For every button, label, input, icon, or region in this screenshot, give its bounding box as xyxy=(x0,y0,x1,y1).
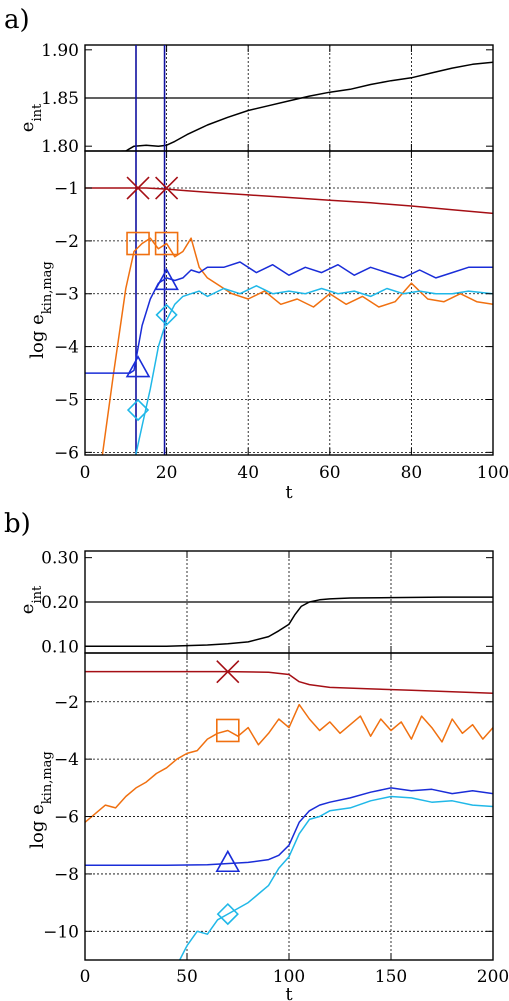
y-tick-label: −6 xyxy=(54,808,79,828)
y-tick-label: −8 xyxy=(54,865,79,885)
y-axis-label: eint xyxy=(17,103,45,132)
x-axis-label: t xyxy=(285,482,293,503)
y-tick-label: 1.85 xyxy=(41,89,79,109)
y-tick-label: −2 xyxy=(54,232,79,252)
series-group xyxy=(109,61,493,151)
y-tick-label: 0.30 xyxy=(41,549,79,569)
panel-label: a) xyxy=(4,5,30,35)
y-tick-label: 1.90 xyxy=(41,41,79,61)
y-axis-label-main: e xyxy=(17,122,38,133)
y-axis-label-main: log e xyxy=(27,804,48,849)
series-line xyxy=(134,285,493,455)
y-tick-label: 0.20 xyxy=(41,593,79,613)
y-axis-label: eint xyxy=(17,585,45,614)
series-line xyxy=(85,787,493,867)
series-line xyxy=(85,670,493,694)
square-marker xyxy=(126,231,150,256)
y-axis-label: log ekin,mag xyxy=(27,751,55,848)
series-group xyxy=(85,596,493,648)
series-line xyxy=(85,703,493,823)
y-axis-label: log ekin,mag xyxy=(27,261,55,358)
x-tick-label: 200 xyxy=(477,967,509,987)
y-tick-label: −2 xyxy=(54,693,79,713)
plot-frame xyxy=(84,150,494,456)
y-tick-label: −4 xyxy=(54,750,79,770)
diamond-marker xyxy=(126,398,150,422)
series-line xyxy=(109,61,493,151)
y-axis-label-sub: kin,mag xyxy=(40,751,55,804)
square-marker xyxy=(216,718,240,743)
y-axis-label-main: log e xyxy=(27,314,48,359)
square-marker xyxy=(154,231,179,256)
x-axis-label: t xyxy=(285,984,293,1001)
series-line xyxy=(101,237,493,455)
triangle-marker xyxy=(215,849,241,873)
x-tick-label: 100 xyxy=(477,463,509,483)
x-tick-label: 100 xyxy=(273,967,305,987)
x-marker xyxy=(155,176,179,200)
y-axis-label-main: e xyxy=(17,604,38,615)
x-marker xyxy=(126,176,150,200)
y-axis-label-sub: int xyxy=(30,103,45,122)
panel-label: b) xyxy=(4,509,31,539)
y-axis-label-sub: kin,mag xyxy=(40,261,55,314)
series-line xyxy=(85,596,493,648)
series-line xyxy=(85,187,493,215)
triangle-marker xyxy=(125,355,151,378)
y-tick-label: −5 xyxy=(54,390,79,410)
x-tick-label: 80 xyxy=(401,463,423,483)
x-tick-label: 50 xyxy=(176,967,198,987)
diamond-marker xyxy=(155,303,178,327)
figure-b: b) 0.10 0.20 0.30 eint −2 −4 −6 −8 −10 log ekin,ma… xyxy=(4,509,509,1001)
x-tick-label: 40 xyxy=(237,463,259,483)
x-marker xyxy=(216,660,240,684)
diamond-marker xyxy=(216,902,239,926)
bottom-panel: −2 −4 −6 −8 −10 log ekin,mag xyxy=(27,652,494,961)
series-line xyxy=(178,795,493,960)
series-group xyxy=(85,187,493,455)
y-axis-label-sub: int xyxy=(30,585,45,604)
top-panel: 1.80 1.85 1.90 eint xyxy=(17,41,494,157)
top-panel: 0.10 0.20 0.30 eint xyxy=(17,549,494,657)
x-tick-label: 0 xyxy=(80,463,91,483)
series-group xyxy=(85,670,493,960)
x-tick-label: 20 xyxy=(156,463,178,483)
y-tick-label: −4 xyxy=(54,338,79,358)
y-tick-label: 1.80 xyxy=(41,137,79,157)
triangle-marker xyxy=(154,267,179,291)
y-tick-label: 0.10 xyxy=(41,637,79,657)
y-tick-label: −6 xyxy=(54,443,79,463)
figure-a: a) 1.80 1.85 1.90 eint −1 −2 −3 −4 −5 −6 log ekin,m… xyxy=(4,5,509,503)
y-tick-label: −3 xyxy=(54,285,79,305)
bottom-panel: −1 −2 −3 −4 −5 −6 log ekin,mag xyxy=(27,45,494,463)
x-tick-label: 60 xyxy=(319,463,341,483)
y-tick-label: −1 xyxy=(54,179,79,199)
x-tick-label: 0 xyxy=(80,967,91,987)
x-tick-label: 150 xyxy=(375,967,407,987)
y-tick-label: −10 xyxy=(43,922,79,942)
series-line xyxy=(85,261,493,374)
